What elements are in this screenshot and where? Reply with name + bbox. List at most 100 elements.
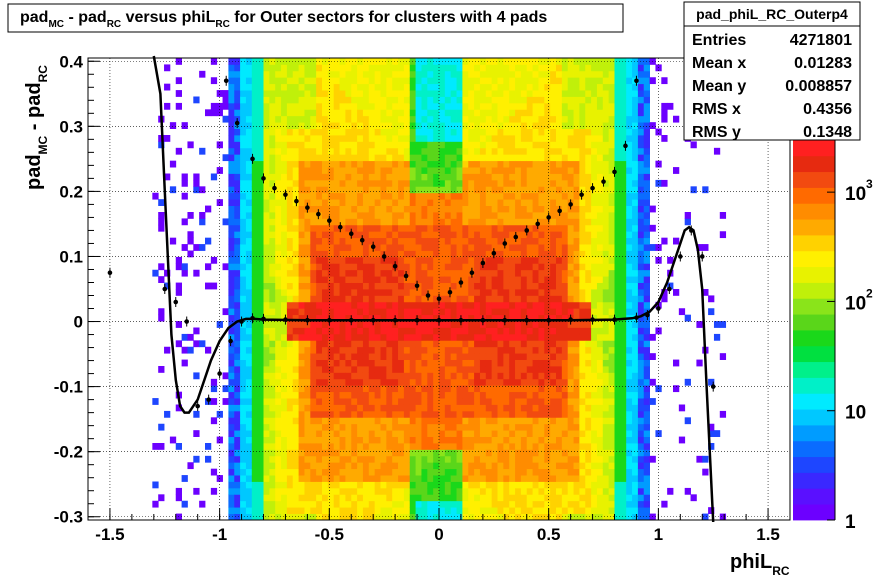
heatmap-cell [316,269,323,277]
heatmap-cell [561,282,569,290]
heatmap-cell [479,404,487,412]
heatmap-cell [479,398,487,405]
heatmap-cell [234,256,241,264]
heatmap-cell [322,115,329,123]
heatmap-cell [526,391,533,399]
heatmap-cell [503,327,510,335]
heatmap-cell [275,359,282,367]
heatmap-cell [245,353,253,360]
heatmap-cell [368,64,376,72]
heatmap-cell [614,398,621,405]
heatmap-cell [392,372,399,380]
heatmap-cell [474,430,481,437]
heatmap-cell [234,218,241,226]
heatmap-cell [386,385,393,393]
heatmap-cell [322,417,329,425]
heatmap-cell [269,507,276,514]
heatmap-cell [339,513,346,521]
heatmap-cell [275,333,282,341]
heatmap-cell [286,122,294,129]
heatmap-cell [579,378,586,386]
heatmap-cell [427,135,434,142]
heatmap-cell [550,109,557,117]
heatmap-cell [216,321,223,328]
heatmap-cell [462,372,469,380]
heatmap-cell [286,475,294,482]
heatmap-cell [538,366,545,373]
heatmap-cell [380,308,387,316]
heatmap-cell [362,167,370,174]
heatmap-cell [485,301,493,309]
heatmap-cell [567,430,574,437]
heatmap-cell [620,385,627,393]
heatmap-cell [245,346,253,354]
heatmap-cell [456,256,463,264]
heatmap-cell [456,154,463,162]
heatmap-cell [573,289,580,296]
heatmap-cell [591,391,598,399]
heatmap-cell [403,462,411,470]
heatmap-cell [257,237,264,245]
heatmap-cell [286,462,294,470]
heatmap-cell [398,77,405,85]
heatmap-cell [351,423,358,431]
heatmap-cell [286,205,294,213]
heatmap-cell [550,340,557,348]
heatmap-cell [257,314,264,322]
heatmap-cell [386,308,393,316]
heatmap-cell [374,481,381,489]
heatmap-cell [444,212,452,219]
heatmap-cell [281,378,288,386]
heatmap-cell [281,205,288,213]
heatmap-cell [339,321,346,328]
heatmap-cell [515,308,522,316]
heatmap-cell [427,340,434,348]
heatmap-cell [158,494,165,502]
heatmap-cell [433,346,440,354]
heatmap-cell [245,417,253,425]
heatmap-cell [251,487,259,495]
heatmap-cell [479,333,487,341]
heatmap-cell [450,199,457,206]
heatmap-cell [515,282,522,290]
heatmap-cell [421,128,428,136]
heatmap-cell [596,282,604,290]
heatmap-cell [550,436,557,444]
heatmap-cell [561,218,569,226]
heatmap-cell [479,186,487,194]
heatmap-cell [368,417,376,425]
heatmap-cell [439,423,446,431]
heatmap-cell [520,372,528,380]
heatmap-cell [509,443,516,450]
heatmap-cell [544,372,551,380]
heatmap-cell [380,468,387,476]
heatmap-cell [491,212,498,219]
heatmap-cell [386,468,393,476]
heatmap-cell [228,212,235,219]
heatmap-cell [240,513,247,521]
heatmap-cell [222,218,229,226]
heatmap-cell [351,462,358,470]
heatmap-cell [286,513,294,521]
heatmap-cell [556,179,563,187]
heatmap-cell [567,173,574,181]
heatmap-cell [503,398,510,405]
heatmap-cell [503,199,510,206]
heatmap-cell [561,250,569,258]
heatmap-cell [468,378,475,386]
heatmap-cell [251,449,259,457]
heatmap-cell [550,475,557,482]
heatmap-cell [591,276,598,283]
heatmap-cell [544,494,551,502]
heatmap-cell [181,500,188,508]
heatmap-cell [515,404,522,412]
heatmap-cell [439,160,446,168]
heatmap-cell [433,122,440,129]
heatmap-cell [614,321,621,328]
heatmap-cell [491,244,498,251]
heatmap-cell [386,276,393,283]
heatmap-cell [509,417,516,425]
heatmap-cell [398,436,405,444]
heatmap-cell [526,205,533,213]
heatmap-cell [596,160,604,168]
